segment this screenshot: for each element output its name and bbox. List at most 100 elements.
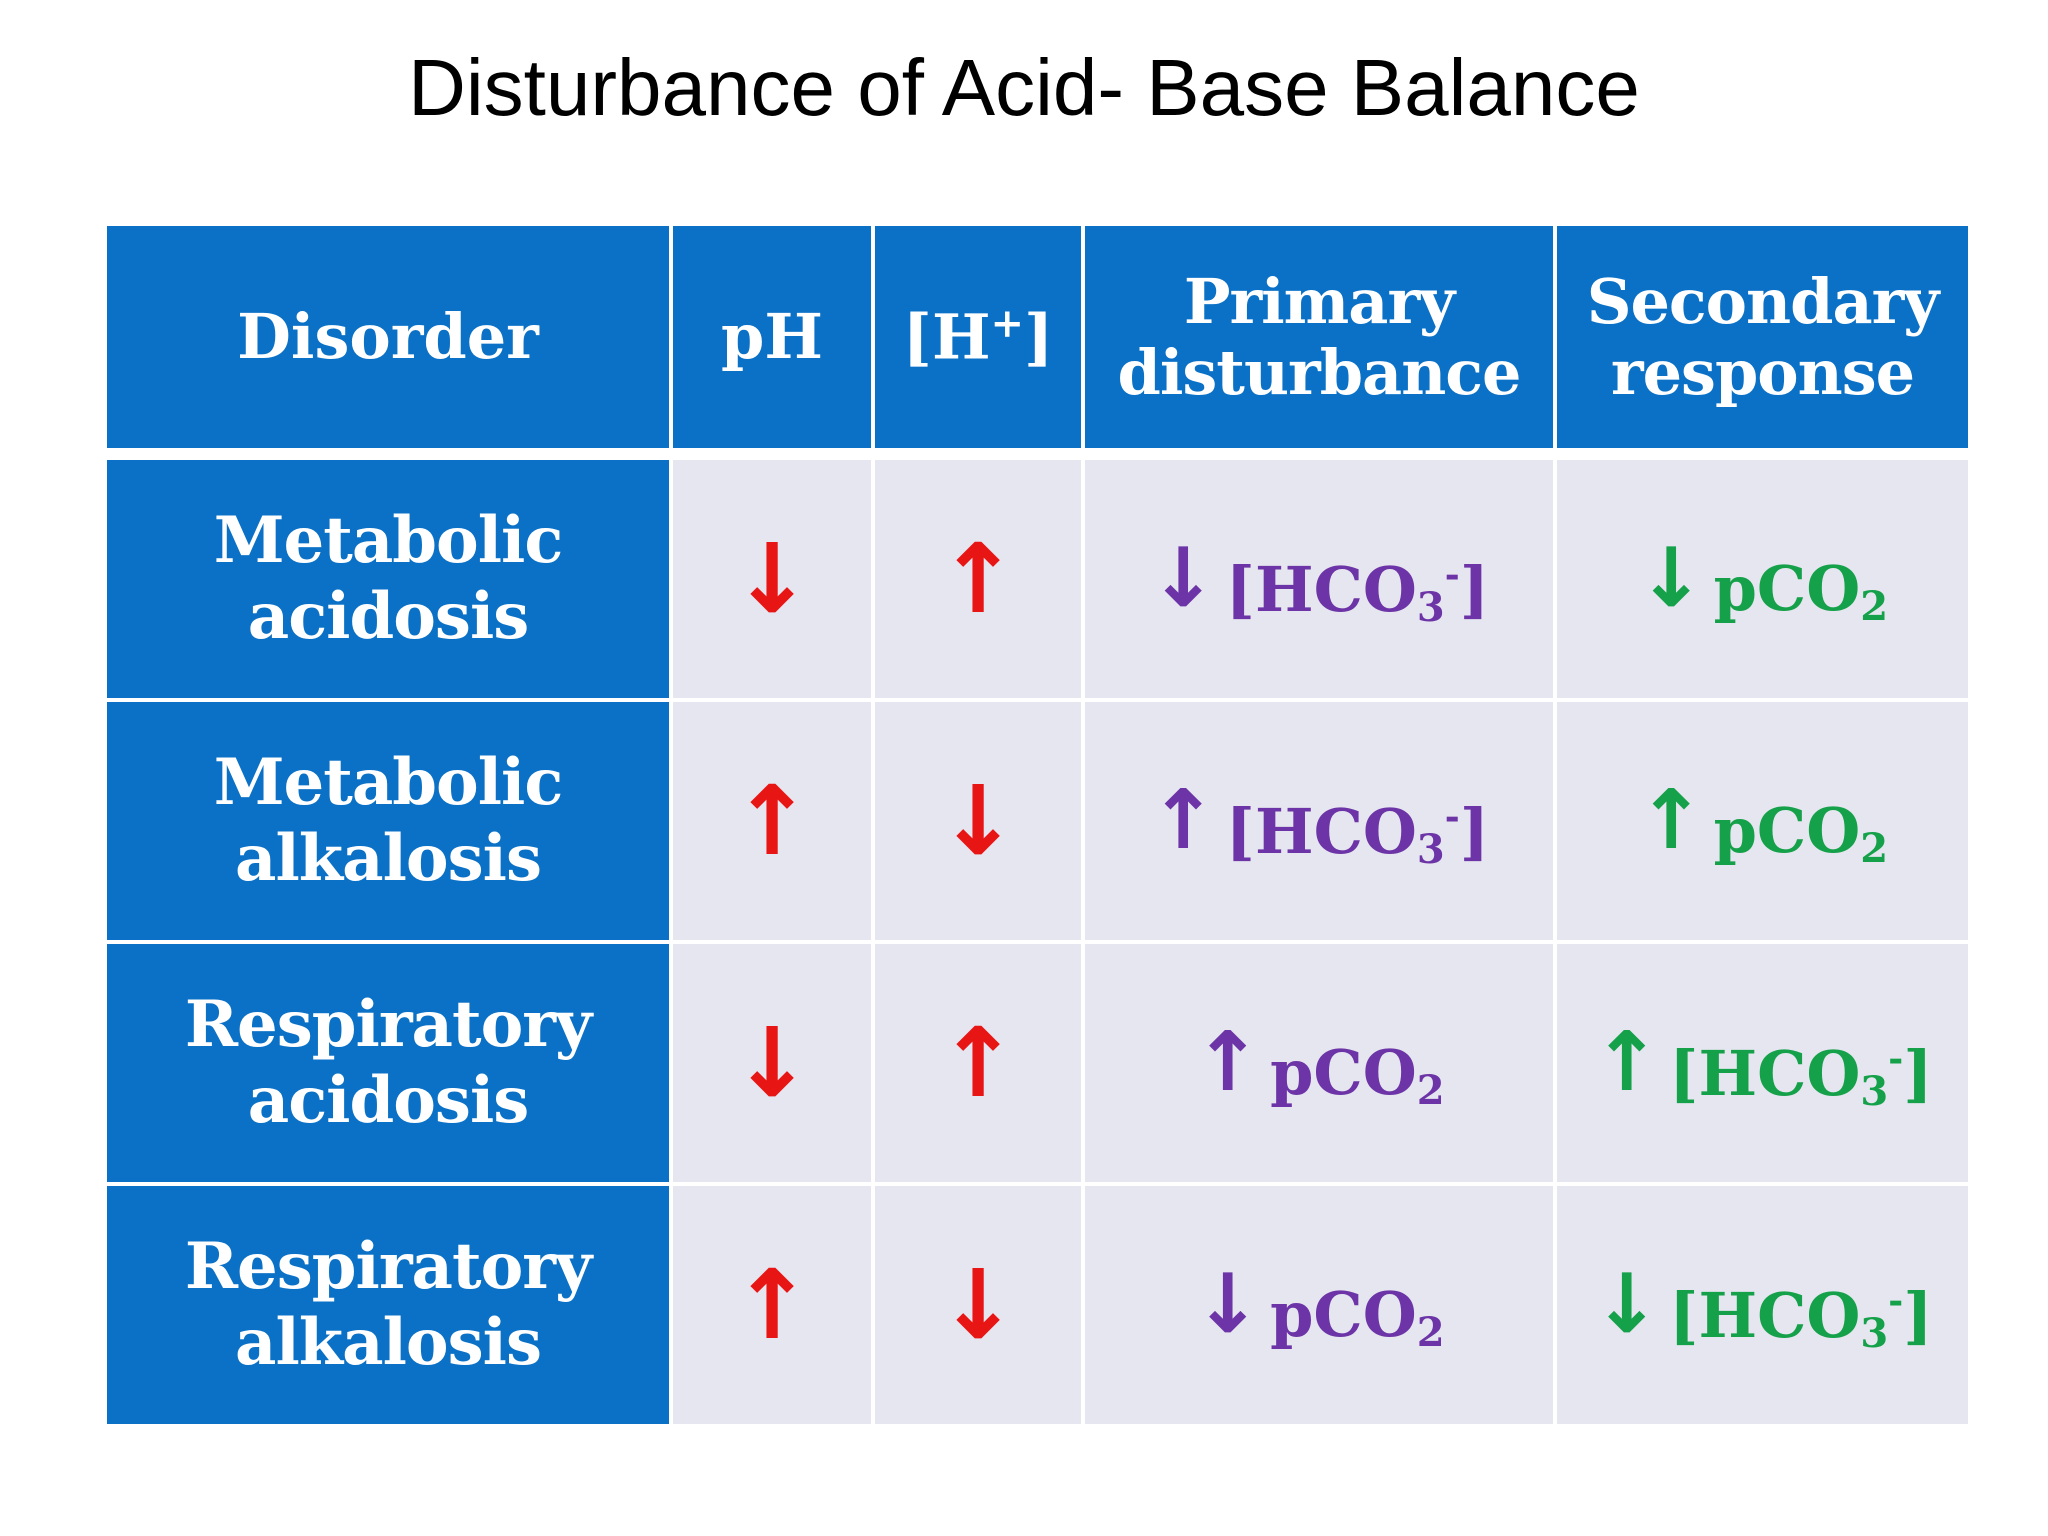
- formula-subscript: 3: [1416, 583, 1445, 631]
- header-ph: pH: [669, 222, 875, 456]
- disorder-cell: Respiratory alkalosis: [103, 1182, 673, 1428]
- direction-arrow-icon: ↑: [1592, 1015, 1662, 1110]
- direction-arrow-icon: ↑: [1636, 773, 1706, 868]
- formula-subscript: 2: [1860, 824, 1889, 872]
- disorder-cell: Metabolic alkalosis: [103, 698, 673, 944]
- ph-arrow-icon: ↓: [731, 523, 813, 635]
- h-ion-arrow-icon: ↑: [937, 1007, 1019, 1119]
- h-ion-cell: ↓: [871, 1182, 1085, 1428]
- secondary-response-cell: ↓ [HCO3-]: [1553, 1182, 1972, 1428]
- formula-subscript: 3: [1860, 1067, 1889, 1115]
- formula-subscript: 2: [1416, 1308, 1445, 1356]
- header-primary-disturbance: Primary disturbance: [1081, 222, 1557, 456]
- direction-arrow-icon: ↓: [1148, 531, 1218, 626]
- chemical-formula: pCO2: [1270, 1258, 1445, 1353]
- ph-cell: ↓: [669, 452, 875, 702]
- chemical-formula: pCO2: [1270, 1016, 1445, 1111]
- ph-arrow-icon: ↑: [731, 1249, 813, 1361]
- secondary-response-cell: ↑ [HCO3-]: [1553, 940, 1972, 1186]
- disorder-line2: alkalosis: [235, 1305, 542, 1380]
- disorder-line1: Metabolic: [213, 503, 564, 579]
- primary-disturbance-cell-entry: ↑ [HCO3-]: [1149, 773, 1489, 870]
- table-row: Metabolic acidosis ↓ ↑ ↓ [HCO3-] ↓ pCO2: [103, 452, 1972, 702]
- secondary-response-cell-entry: ↓ pCO2: [1637, 532, 1888, 627]
- header-h-ion: [H+]: [871, 222, 1085, 456]
- formula-subscript: 2: [1416, 1066, 1445, 1114]
- direction-arrow-icon: ↓: [1592, 1257, 1662, 1352]
- formula-base: pCO: [1713, 551, 1861, 625]
- formula-base: pCO: [1713, 793, 1861, 867]
- formula-close: ]: [1459, 552, 1490, 626]
- header-secondary-line1: Secondary: [1586, 264, 1940, 338]
- header-h-prefix: [H: [902, 300, 991, 374]
- header-primary-line2: disturbance: [1117, 336, 1522, 409]
- header-disorder: Disorder: [103, 222, 673, 456]
- formula-base: HCO: [1698, 1036, 1861, 1110]
- primary-disturbance-cell-entry: ↓ pCO2: [1193, 1258, 1444, 1353]
- formula-base: HCO: [1254, 552, 1417, 626]
- formula-superscript: -: [1888, 1279, 1904, 1322]
- formula-base: pCO: [1270, 1035, 1417, 1109]
- formula-base: HCO: [1698, 1278, 1861, 1352]
- header-secondary-line2: response: [1610, 336, 1915, 409]
- h-ion-cell: ↓: [871, 698, 1085, 944]
- h-ion-arrow-icon: ↓: [937, 765, 1019, 877]
- acid-base-table: Disorder pH [H+] Primary disturbance Seco…: [103, 222, 1972, 1428]
- formula-base: HCO: [1254, 794, 1417, 868]
- header-h-sup: +: [990, 300, 1025, 348]
- primary-disturbance-cell: ↓ [HCO3-]: [1081, 452, 1557, 702]
- chemical-formula: [HCO3-]: [1669, 1257, 1932, 1354]
- formula-superscript: -: [1888, 1037, 1904, 1080]
- ph-cell: ↑: [669, 1182, 875, 1428]
- formula-subscript: 2: [1860, 582, 1889, 630]
- formula-superscript: -: [1444, 795, 1460, 838]
- formula-close: ]: [1903, 1036, 1933, 1110]
- header-secondary-response: Secondary response: [1553, 222, 1972, 456]
- ph-cell: ↓: [669, 940, 875, 1186]
- table-row: Respiratory acidosis ↓ ↑ ↑ pCO2 ↑ [HCO3-]: [103, 940, 1972, 1186]
- secondary-response-cell-entry: ↑ pCO2: [1637, 774, 1888, 869]
- disorder-line1: Metabolic: [213, 745, 564, 821]
- secondary-response-cell-entry: ↑ [HCO3-]: [1592, 1015, 1932, 1112]
- formula-open: [: [1225, 794, 1255, 868]
- disorder-cell: Metabolic acidosis: [103, 452, 673, 702]
- formula-superscript: -: [1444, 553, 1460, 596]
- table-row: Metabolic alkalosis ↑ ↓ ↑ [HCO3-] ↑ pCO2: [103, 698, 1972, 944]
- direction-arrow-icon: ↑: [1193, 1015, 1263, 1110]
- formula-base: pCO: [1270, 1277, 1417, 1351]
- table-row: Respiratory alkalosis ↑ ↓ ↓ pCO2 ↓ [HCO3-]: [103, 1182, 1972, 1428]
- formula-subscript: 3: [1860, 1309, 1889, 1357]
- formula-open: [: [1669, 1036, 1699, 1110]
- secondary-response-cell: ↓ pCO2: [1553, 452, 1972, 702]
- header-h-suffix: ]: [1024, 300, 1054, 374]
- disorder-line2: acidosis: [247, 579, 530, 654]
- ph-cell: ↑: [669, 698, 875, 944]
- h-ion-cell: ↑: [871, 940, 1085, 1186]
- formula-subscript: 3: [1416, 825, 1445, 873]
- chemical-formula: [HCO3-]: [1226, 531, 1489, 628]
- formula-close: ]: [1903, 1278, 1933, 1352]
- chemical-formula: pCO2: [1714, 532, 1889, 627]
- secondary-response-cell: ↑ pCO2: [1553, 698, 1972, 944]
- formula-close: ]: [1459, 794, 1490, 868]
- disorder-cell: Respiratory acidosis: [103, 940, 673, 1186]
- disorder-line1: Respiratory: [184, 1229, 592, 1305]
- header-primary-line1: Primary: [1183, 264, 1455, 338]
- formula-open: [: [1225, 552, 1255, 626]
- primary-disturbance-cell: ↑ pCO2: [1081, 940, 1557, 1186]
- primary-disturbance-cell: ↓ pCO2: [1081, 1182, 1557, 1428]
- disorder-line1: Respiratory: [184, 987, 592, 1063]
- h-ion-cell: ↑: [871, 452, 1085, 702]
- direction-arrow-icon: ↓: [1193, 1257, 1263, 1352]
- chemical-formula: pCO2: [1714, 774, 1889, 869]
- h-ion-arrow-icon: ↑: [937, 523, 1019, 635]
- primary-disturbance-cell-entry: ↓ [HCO3-]: [1149, 531, 1489, 628]
- h-ion-arrow-icon: ↓: [937, 1249, 1019, 1361]
- primary-disturbance-cell: ↑ [HCO3-]: [1081, 698, 1557, 944]
- formula-open: [: [1669, 1278, 1699, 1352]
- disorder-line2: alkalosis: [235, 821, 542, 896]
- header-row: Disorder pH [H+] Primary disturbance Seco…: [103, 222, 1972, 456]
- ph-arrow-icon: ↑: [731, 765, 813, 877]
- direction-arrow-icon: ↓: [1636, 531, 1706, 626]
